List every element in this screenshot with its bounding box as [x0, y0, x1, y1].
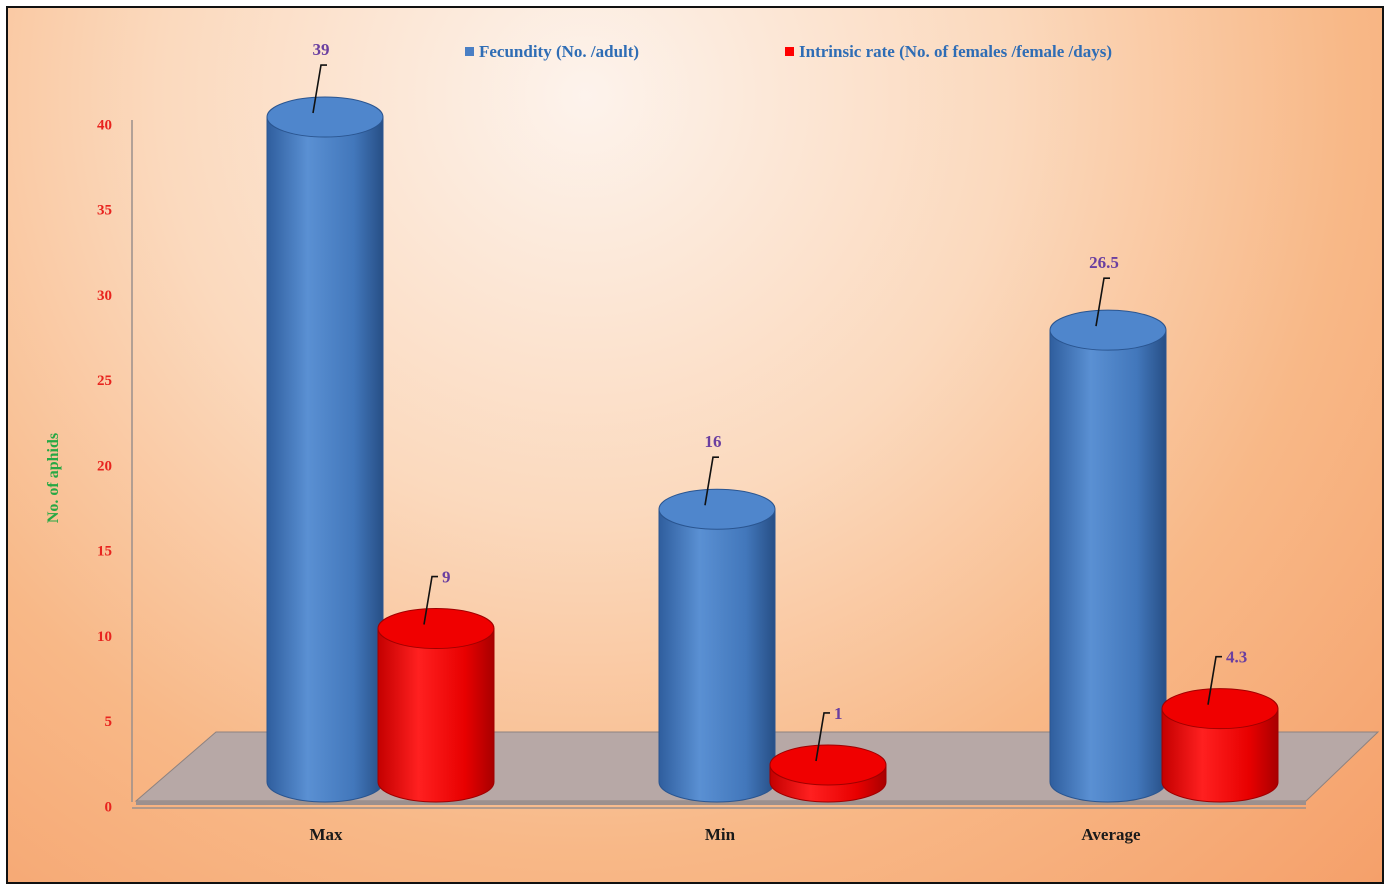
bar-top — [658, 488, 776, 530]
x-categories: Max Min Average — [309, 825, 1141, 844]
bar-top — [769, 744, 887, 786]
legend: Fecundity (No. /adult) Intrinsic rate (N… — [465, 42, 1112, 61]
x-category-label: Min — [705, 825, 736, 844]
data-label-leader — [423, 575, 438, 625]
y-tick-label: 5 — [105, 714, 113, 730]
bar-intrinsic-average — [1161, 688, 1279, 803]
bar-intrinsic-min — [769, 744, 887, 803]
bar-fecundity-min — [658, 488, 776, 803]
y-tick-label: 0 — [105, 799, 113, 815]
bar-fecundity-max — [266, 96, 384, 803]
chart-frame: 0 5 10 15 20 25 30 35 40 No. of aphids M… — [6, 6, 1384, 884]
bar-intrinsic-max — [377, 608, 495, 803]
y-ticks: 0 5 10 15 20 25 30 35 40 — [97, 117, 112, 815]
legend-swatch-intrinsic — [785, 47, 794, 56]
data-label-fecundity: 39 — [313, 40, 330, 59]
data-label-fecundity: 16 — [705, 432, 722, 451]
x-category-label: Average — [1081, 825, 1141, 844]
data-label-leader — [1207, 655, 1222, 705]
legend-label-intrinsic: Intrinsic rate (No. of females /female /… — [799, 42, 1112, 61]
bar-body — [377, 628, 495, 803]
y-tick-label: 20 — [97, 458, 112, 474]
data-label-leader — [1095, 277, 1110, 327]
bar-fecundity-average — [1049, 309, 1167, 803]
bar-top — [266, 96, 384, 138]
bars — [266, 96, 1279, 803]
bar-body — [1161, 708, 1279, 803]
bar-top — [1161, 688, 1279, 730]
bar-body — [266, 116, 384, 803]
bar-body — [658, 508, 776, 803]
data-label-leader — [815, 712, 830, 762]
data-label-leader — [312, 64, 327, 114]
data-label-fecundity: 26.5 — [1089, 253, 1119, 272]
chart-svg: 0 5 10 15 20 25 30 35 40 No. of aphids M… — [45, 40, 1380, 844]
legend-label-fecundity: Fecundity (No. /adult) — [479, 42, 639, 61]
bar-top — [1049, 309, 1167, 351]
y-tick-label: 10 — [97, 629, 112, 645]
y-axis-title: No. of aphids — [45, 433, 62, 523]
data-label-intrinsic: 9 — [442, 568, 451, 587]
data-label-intrinsic: 4.3 — [1226, 648, 1247, 667]
y-tick-label: 25 — [97, 373, 112, 389]
data-label-intrinsic: 1 — [834, 704, 843, 723]
x-category-label: Max — [309, 825, 343, 844]
y-tick-label: 40 — [97, 117, 112, 133]
legend-swatch-fecundity — [465, 47, 474, 56]
y-tick-label: 15 — [97, 544, 112, 560]
y-tick-label: 35 — [97, 203, 112, 219]
data-label-leader — [704, 456, 719, 506]
y-tick-label: 30 — [97, 288, 112, 304]
bar-top — [377, 608, 495, 650]
bar-body — [1049, 329, 1167, 803]
data-labels: 39 16 26.5 9 1 4.3 — [312, 40, 1247, 762]
